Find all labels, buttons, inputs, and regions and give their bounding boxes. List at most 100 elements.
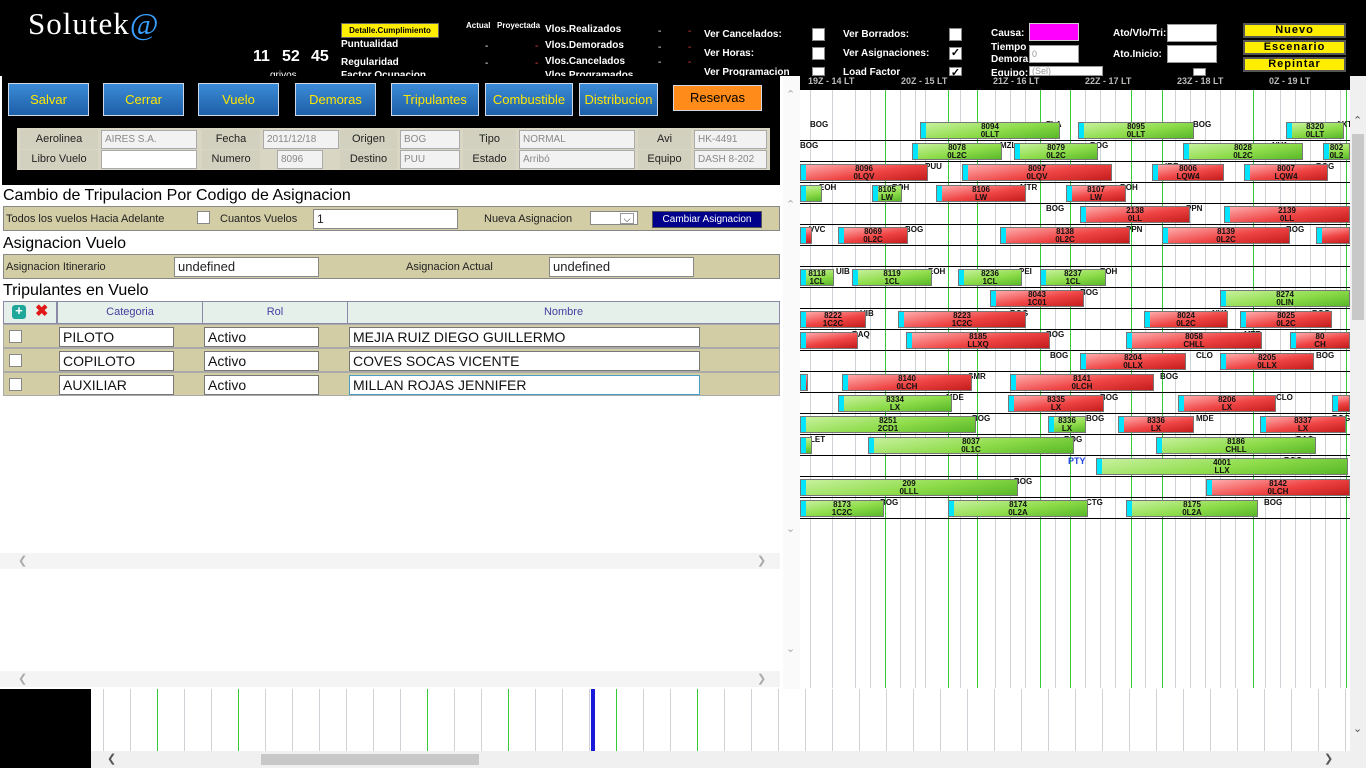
flight-bar[interactable]: 8043 1C01 (990, 290, 1084, 307)
ver-borrados-checkbox[interactable] (949, 28, 962, 41)
categoria-input[interactable]: PILOTO (59, 327, 174, 347)
scroll-up-icon[interactable]: ⌃ (786, 89, 796, 101)
flight-bar[interactable]: 8107 LW (1066, 185, 1126, 202)
flight-bar[interactable]: 8058 CHLL (1126, 332, 1262, 349)
flight-bar[interactable]: 8097 0LQV (962, 164, 1112, 181)
scroll-right-icon[interactable]: ❯ (757, 673, 767, 685)
ver-programacion-checkbox[interactable] (812, 67, 825, 76)
flight-bar[interactable]: 8185 LLXQ (906, 332, 1050, 349)
flight-bar[interactable]: 8078 0L2C (912, 143, 1002, 160)
scroll-down-icon[interactable]: ⌄ (1353, 723, 1363, 735)
flight-bar[interactable]: 8205 0LLX (1220, 353, 1314, 370)
scroll-thumb[interactable] (1352, 134, 1364, 320)
scroll-up-icon[interactable]: ⌃ (786, 199, 796, 211)
flight-bar[interactable]: 8141 0LCH (1010, 374, 1154, 391)
rol-input[interactable]: Activo (204, 375, 319, 395)
scroll-left-icon[interactable]: ❮ (18, 673, 28, 685)
salvar-button[interactable]: Salvar (8, 83, 89, 116)
flight-bar[interactable] (800, 332, 858, 349)
flight-bar[interactable] (1316, 227, 1350, 244)
tipo-field[interactable]: NORMAL (519, 130, 635, 149)
escenario-button[interactable]: Escenario (1243, 40, 1346, 55)
equipo-field[interactable]: DASH 8-202 (694, 150, 767, 169)
cerrar-button[interactable]: Cerrar (103, 83, 184, 116)
fecha-field[interactable]: 2011/12/18 (263, 130, 339, 149)
cambiar-asignacion-button[interactable]: Cambiar Asignacion (652, 211, 762, 228)
reservas-button[interactable]: Reservas (673, 85, 762, 111)
flight-bar[interactable]: 8105 LW (872, 185, 902, 202)
todos-vuelos-checkbox[interactable] (197, 211, 210, 224)
flight-bar[interactable] (800, 437, 812, 454)
nombre-input[interactable]: MILLAN ROJAS JENNIFER (349, 375, 700, 395)
flight-bar[interactable]: 8138 0L2C (1000, 227, 1130, 244)
flight-bar[interactable]: 8222 1C2C (800, 311, 866, 328)
flight-bar[interactable]: 8174 0L2A (948, 500, 1088, 517)
flight-bar[interactable]: 8007 LQW4 (1244, 164, 1328, 181)
load-factor-checkbox[interactable]: ✓ (949, 67, 962, 76)
flight-bar[interactable]: 8334 LX (838, 395, 952, 412)
flight-bar[interactable] (800, 374, 808, 391)
flight-bar[interactable]: 2138 0LL (1080, 206, 1190, 223)
flight-bar[interactable]: 8236 1CL (958, 269, 1022, 286)
flight-bar[interactable]: 80 CH (1290, 332, 1350, 349)
flight-bar[interactable]: 8336 LX (1118, 416, 1194, 433)
flight-bar[interactable]: 8251 2CD1 (800, 416, 976, 433)
equipo-checkbox[interactable] (1193, 68, 1206, 76)
scroll-up-icon[interactable]: ⌃ (1353, 115, 1363, 127)
ato-vlo-tri-input[interactable] (1167, 24, 1217, 42)
flight-bar[interactable]: 8139 0L2C (1162, 227, 1290, 244)
causa-color-box[interactable] (1029, 23, 1079, 41)
flight-bar[interactable]: 8094 0LLT (920, 122, 1060, 139)
scroll-thumb[interactable] (261, 754, 479, 765)
flight-bar[interactable]: 8204 0LLX (1080, 353, 1186, 370)
flight-bar[interactable]: 8237 1CL (1040, 269, 1106, 286)
flight-bar[interactable]: 8024 0L2C (1144, 311, 1228, 328)
flight-bar[interactable]: 8336 LX (1048, 416, 1086, 433)
flight-bar[interactable]: 8069 0L2C (838, 227, 908, 244)
distribucion-button[interactable]: Distribucion (579, 83, 658, 116)
flight-bar[interactable] (1332, 395, 1350, 412)
scroll-right-icon[interactable]: ❯ (757, 555, 767, 567)
crew-row-checkbox[interactable] (9, 378, 22, 391)
flight-bar[interactable]: 8335 LX (1008, 395, 1104, 412)
flight-bar[interactable] (800, 227, 812, 244)
flight-bar[interactable]: 8175 0L2A (1126, 500, 1258, 517)
flight-bar[interactable]: 8037 0L1C (868, 437, 1074, 454)
flight-bar[interactable]: 8140 0LCH (842, 374, 972, 391)
left-hscrollbar[interactable]: ❮ ❯ (0, 553, 780, 569)
nuevo-button[interactable]: Nuevo (1243, 23, 1346, 38)
flight-bar[interactable]: 8106 LW (936, 185, 1026, 202)
tripulantes-button[interactable]: Tripulantes (391, 83, 479, 116)
aerolinea-field[interactable]: AIRES S.A. (101, 130, 197, 149)
flight-bar[interactable]: 2139 0LL (1224, 206, 1350, 223)
nueva-asignacion-select[interactable]: ⌵ (590, 211, 638, 225)
nombre-input[interactable]: COVES SOCAS VICENTE (349, 351, 700, 371)
categoria-input[interactable]: AUXILIAR (59, 375, 174, 395)
rol-input[interactable]: Activo (204, 351, 319, 371)
repintar-button[interactable]: Repintar (1243, 57, 1346, 72)
avi-field[interactable]: HK-4491 (694, 130, 767, 149)
crew-row-checkbox[interactable] (9, 354, 22, 367)
numero-field[interactable]: 8096 (277, 150, 323, 169)
main-vscrollbar[interactable]: ⌃ ⌄ (1350, 76, 1366, 768)
scroll-left-icon[interactable]: ❮ (18, 555, 28, 567)
ver-asignaciones-checkbox[interactable]: ✓ (949, 47, 962, 60)
origen-field[interactable]: BOG (400, 130, 460, 149)
categoria-input[interactable]: COPILOTO (59, 351, 174, 371)
flight-bar[interactable]: 8142 0LCH (1206, 479, 1350, 496)
scroll-left-icon[interactable]: ❮ (107, 753, 117, 765)
nombre-input[interactable]: MEJIA RUIZ DIEGO GUILLERMO (349, 327, 700, 347)
destino-field[interactable]: PUU (400, 150, 460, 169)
combustible-button[interactable]: Combustible (485, 83, 573, 116)
flight-bar[interactable]: 8095 0LLT (1078, 122, 1194, 139)
equipo-select[interactable]: (Sel) (1029, 66, 1103, 76)
flight-bar[interactable]: 8274 0LIN (1220, 290, 1350, 307)
crew-row-checkbox[interactable] (9, 330, 22, 343)
estado-field[interactable]: Arribó (519, 150, 635, 169)
tiempo-demora-input[interactable]: 0 (1029, 45, 1079, 63)
flight-bar[interactable]: 4001 LLX (1096, 458, 1348, 475)
left-vscrollbar[interactable]: ⌃ ⌃ ⌄ ⌄ (783, 76, 800, 689)
flight-bar[interactable]: 8337 LX (1260, 416, 1346, 433)
libro-vuelo-field[interactable] (101, 150, 197, 169)
vuelo-button[interactable]: Vuelo (198, 83, 279, 116)
